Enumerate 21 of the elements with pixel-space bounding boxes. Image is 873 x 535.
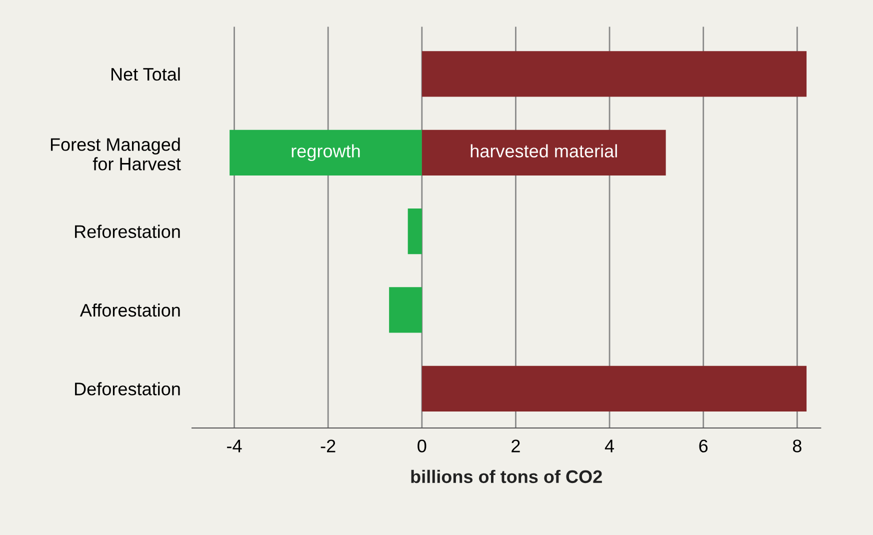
bar (422, 366, 807, 412)
series-label: regrowth (292, 144, 360, 162)
bar (422, 130, 666, 176)
y-tick-label: Net Total (112, 67, 180, 81)
series-label: harvested material (470, 144, 617, 158)
y-tick-label: Forest Managed for Harvest (50, 138, 181, 170)
x-axis-title: billions of tons of CO2 (411, 470, 602, 484)
x-tick-label: 0 (418, 440, 426, 452)
y-tick-label: Reforestation (75, 224, 180, 238)
x-tick-label: 4 (604, 440, 614, 452)
y-tick-label: Deforestation (75, 382, 180, 396)
bar (230, 130, 422, 176)
x-tick-label: -2 (320, 440, 336, 452)
x-tick-label: 6 (699, 440, 708, 452)
bar (408, 208, 422, 254)
x-tick-label: 2 (512, 440, 520, 452)
x-tick-label: 8 (792, 440, 802, 452)
bar (422, 51, 807, 97)
bar (389, 287, 422, 333)
y-tick-label: Afforestation (80, 303, 180, 317)
x-tick-label: -4 (227, 440, 242, 452)
